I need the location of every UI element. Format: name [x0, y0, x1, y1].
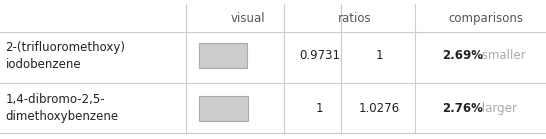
Text: 1,4-dibromo-2,5-
dimethoxybenzene: 1,4-dibromo-2,5- dimethoxybenzene [5, 93, 118, 123]
Text: larger: larger [478, 102, 517, 115]
Text: ratios: ratios [338, 12, 372, 25]
Text: smaller: smaller [478, 49, 525, 62]
Text: visual: visual [231, 12, 266, 25]
Text: 2.69%: 2.69% [442, 49, 483, 62]
Text: 1.0276: 1.0276 [359, 102, 400, 115]
Text: 1: 1 [316, 102, 323, 115]
Text: 1: 1 [376, 49, 383, 62]
Text: 0.9731: 0.9731 [299, 49, 340, 62]
FancyBboxPatch shape [199, 43, 247, 68]
Text: 2-(trifluoromethoxy)
iodobenzene: 2-(trifluoromethoxy) iodobenzene [5, 41, 126, 71]
Text: 2.76%: 2.76% [442, 102, 483, 115]
Text: comparisons: comparisons [448, 12, 524, 25]
FancyBboxPatch shape [199, 96, 248, 121]
